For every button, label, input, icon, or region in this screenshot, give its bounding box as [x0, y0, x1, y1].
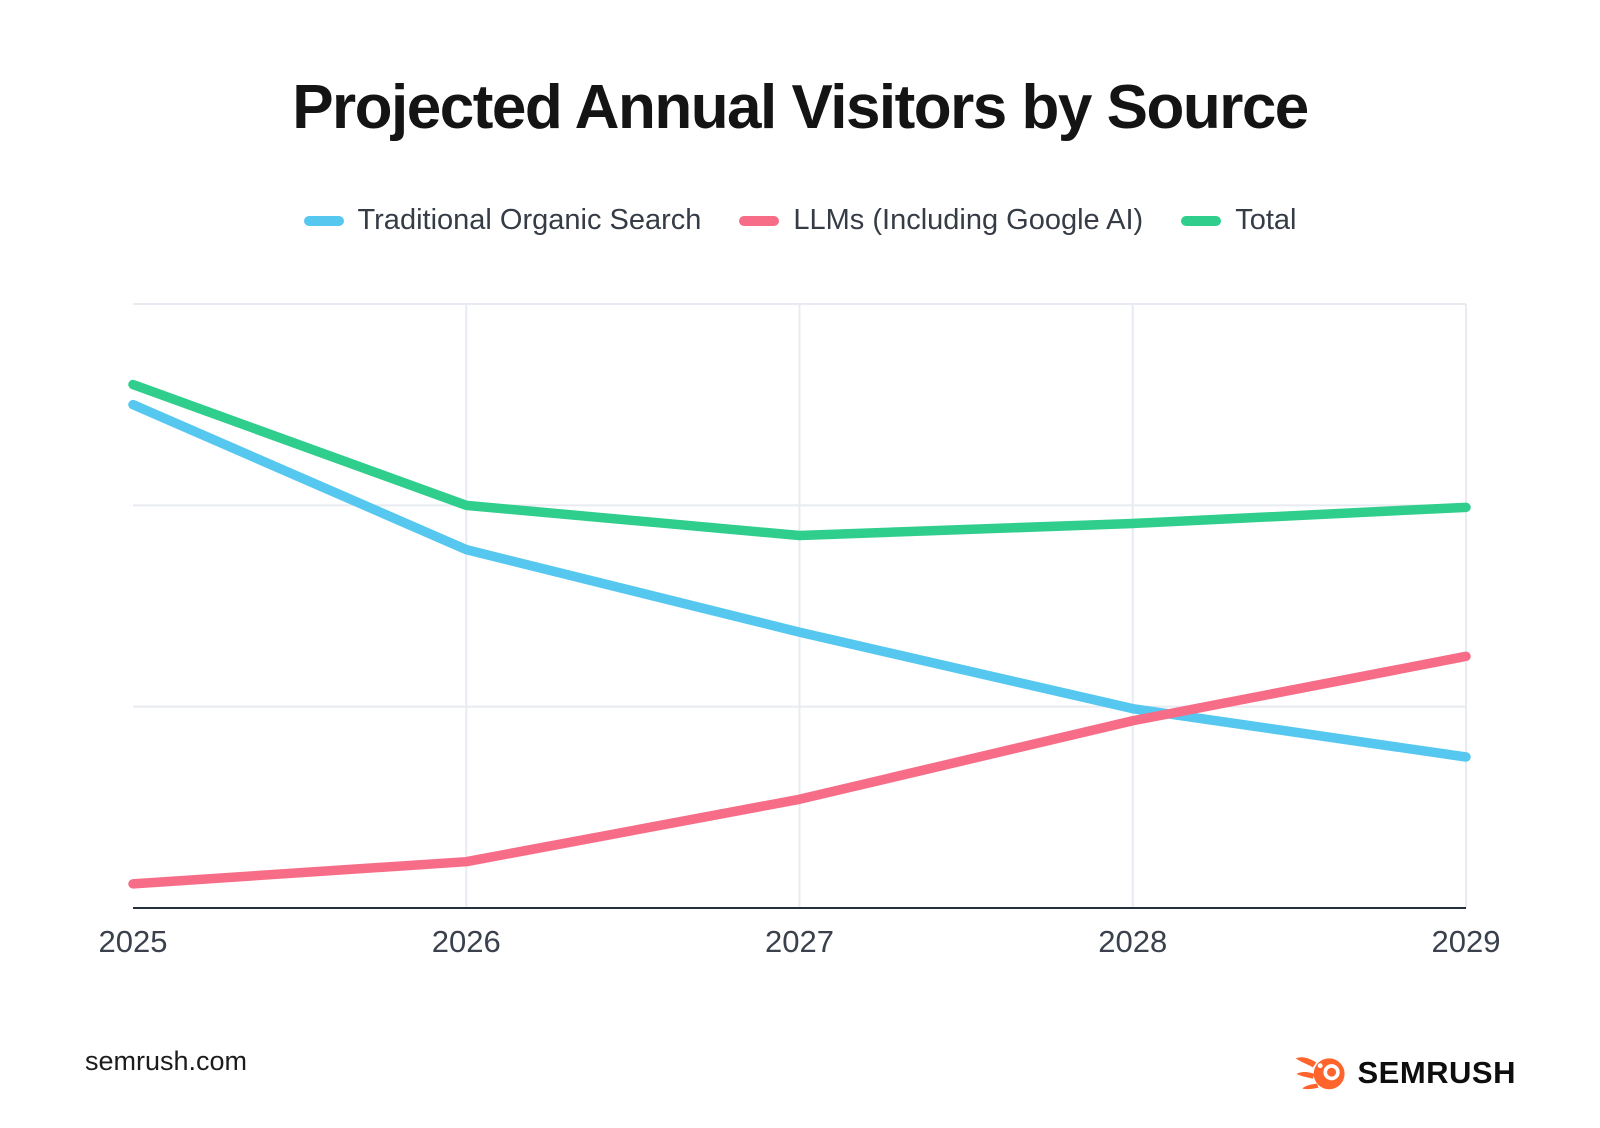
x-axis-label-2026: 2026: [432, 924, 501, 959]
x-axis-label-2025: 2025: [99, 924, 168, 959]
legend-label: Traditional Organic Search: [357, 204, 702, 236]
legend-item-2: Total: [1181, 204, 1296, 237]
x-axis-label-2029: 2029: [1432, 924, 1501, 959]
semrush-wordmark: SEMRUSH: [1357, 1055, 1516, 1090]
x-axis-label-2027: 2027: [765, 924, 834, 959]
legend-swatch-icon: [1181, 215, 1222, 226]
legend-swatch-icon: [303, 215, 344, 226]
semrush-flame-icon: [1296, 1057, 1346, 1090]
legend-swatch-icon: [739, 215, 780, 226]
legend-label: Total: [1235, 204, 1297, 236]
series-line-0: [128, 399, 1471, 762]
legend: Traditional Organic Search LLMs (Includin…: [0, 204, 1600, 237]
semrush-logo: SEMRUSH: [1295, 1052, 1516, 1094]
series-line-2: [128, 379, 1471, 541]
gridlines: [133, 303, 1467, 908]
chart-title: Projected Annual Visitors by Source: [292, 73, 1309, 142]
x-axis-label-2028: 2028: [1098, 924, 1167, 959]
legend-item-0: Traditional Organic Search: [303, 204, 702, 237]
site-url: semrush.com: [85, 1046, 248, 1076]
legend-label: LLMs (Including Google AI): [793, 204, 1144, 236]
series-line-1: [128, 651, 1471, 889]
legend-item-1: LLMs (Including Google AI): [739, 204, 1143, 237]
